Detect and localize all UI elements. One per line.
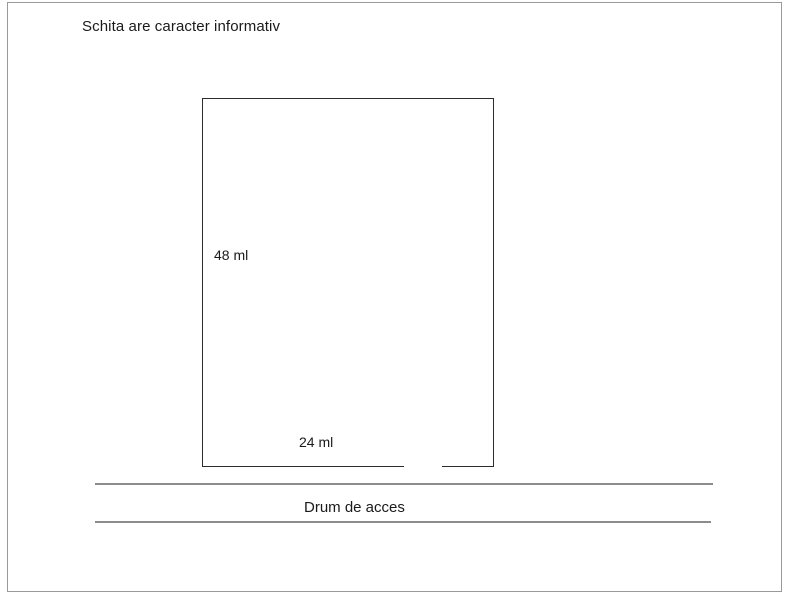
dimension-label-width: 24 ml: [299, 434, 334, 450]
road-label: Drum de acces: [304, 499, 405, 516]
drawing-title: Schita are caracter informativ: [82, 18, 281, 35]
road-edge-south: [95, 521, 711, 523]
plot-outline: [202, 98, 494, 467]
plot-boundary-west: [202, 98, 203, 466]
plot-boundary-south-segment-1: [202, 466, 404, 467]
dimension-label-depth: 48 ml: [214, 247, 249, 263]
sheet-border: [7, 2, 782, 592]
plot-boundary-south-segment-2: [442, 466, 494, 467]
plot-boundary-north: [202, 98, 494, 99]
plot-boundary-east: [493, 98, 494, 466]
road-edge-north: [95, 483, 713, 485]
